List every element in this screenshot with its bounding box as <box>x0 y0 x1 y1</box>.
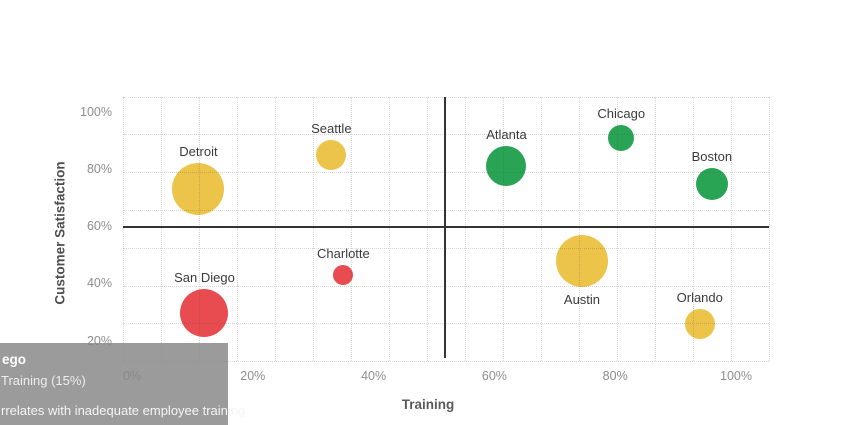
gridline-vertical <box>236 96 238 361</box>
gridline-vertical <box>122 96 124 361</box>
gridline-vertical <box>160 96 162 361</box>
x-axis-tick-label: 40% <box>361 369 387 383</box>
bubble-label: Atlanta <box>486 127 527 143</box>
gridline-vertical <box>426 96 428 361</box>
gridline-vertical <box>388 96 390 361</box>
bubble-label: Detroit <box>179 144 218 160</box>
bubble-label: Seattle <box>311 120 352 136</box>
bubble-label: Orlando <box>676 290 723 306</box>
gridline-vertical <box>578 96 580 361</box>
gridline-vertical <box>730 96 732 361</box>
bubble-austin[interactable] <box>555 235 608 287</box>
gridline-vertical <box>540 96 542 361</box>
bubble-san-diego[interactable] <box>180 288 229 337</box>
bubble-boston[interactable] <box>695 167 728 200</box>
gridline-horizontal <box>122 209 769 211</box>
gridline-horizontal <box>122 247 769 249</box>
bubble-charlotte[interactable] <box>333 265 354 286</box>
y-axis-tick-label: 100% <box>80 104 112 119</box>
gridline-horizontal <box>122 134 769 136</box>
x-axis-tick-label: 80% <box>602 369 628 383</box>
bubble-label: Austin <box>563 292 601 307</box>
gridline-horizontal <box>122 285 769 287</box>
tooltip-measure-value: Training (15%) <box>1 373 86 388</box>
gridline-horizontal <box>122 172 769 174</box>
tooltip-title: ego <box>2 352 27 367</box>
gridline-vertical <box>274 96 276 361</box>
gridline-vertical <box>769 96 770 361</box>
gridline-vertical <box>350 96 352 361</box>
gridline-vertical <box>654 96 656 361</box>
bubble-label: Charlotte <box>317 246 370 262</box>
y-axis-tick-label: 40% <box>86 276 112 291</box>
x-axis-tick-label: 100% <box>720 369 752 383</box>
x-axis-tick-label: 60% <box>481 369 507 383</box>
quadrant-divider-vertical <box>443 96 446 358</box>
tooltip-note: rrelates with inadequate employee traini… <box>1 403 246 418</box>
bubble-orlando[interactable] <box>684 309 715 340</box>
bubble-label: San Diego <box>174 269 235 285</box>
bubble-detroit[interactable] <box>172 163 225 216</box>
y-axis-title: Customer Satisfaction <box>52 161 68 305</box>
bubble-seattle[interactable] <box>316 139 347 170</box>
bubble-atlanta[interactable] <box>486 146 527 187</box>
gridline-vertical <box>312 96 314 361</box>
gridline-vertical <box>464 96 466 361</box>
quadrant-divider-horizontal <box>122 225 769 228</box>
y-axis-tick-label: 60% <box>86 219 112 234</box>
x-axis-title: Training <box>401 397 455 412</box>
bubble-label: Boston <box>691 148 733 164</box>
tooltip: ego Training (15%) rrelates with inadequ… <box>0 343 245 425</box>
bubble-label: Chicago <box>597 105 646 121</box>
y-axis-tick-label: 80% <box>86 161 112 176</box>
gridline-horizontal <box>122 96 769 98</box>
x-axis-tick-label: 20% <box>240 369 266 383</box>
bubble-chicago[interactable] <box>608 124 635 151</box>
